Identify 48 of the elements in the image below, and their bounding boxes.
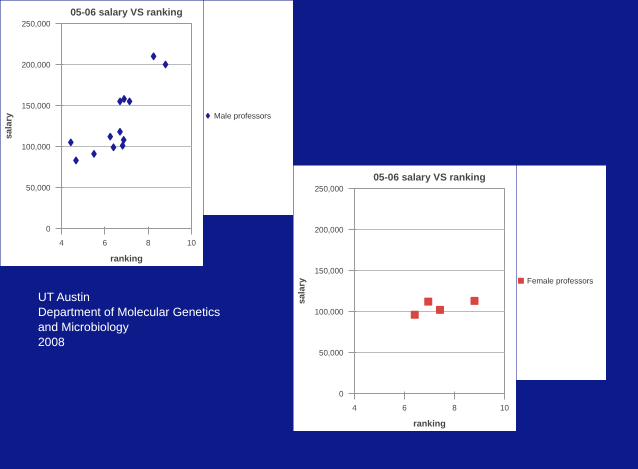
point: [107, 132, 114, 141]
x-tick-label: 8: [452, 404, 458, 412]
x-tick-label: 4: [352, 404, 358, 412]
text: UT Austin: [38, 290, 90, 304]
x-tick-label: 4: [59, 238, 64, 248]
chart-title: 05-06 salary VS ranking: [373, 172, 486, 184]
x-tick-label: 8: [146, 238, 151, 248]
y-tick-label: 0: [46, 224, 52, 234]
y-tick-label: 250,000: [22, 20, 52, 28]
y-tick-label: 0: [339, 390, 344, 398]
y-tick-label: 100,000: [314, 308, 344, 316]
point: [410, 310, 419, 319]
y-axis-title: salary: [4, 112, 14, 140]
point: [150, 52, 156, 60]
y-tick-label: 100,000: [22, 142, 52, 152]
legend-label: Female professors: [527, 276, 594, 286]
point: [117, 97, 123, 106]
legend-label: Male professors: [214, 111, 271, 120]
y-tick-label: 200,000: [314, 226, 344, 234]
point: [68, 138, 74, 146]
x-axis-title: ranking: [110, 254, 143, 264]
point: [470, 296, 478, 305]
point: [162, 60, 168, 68]
point: [436, 306, 444, 314]
point: [121, 94, 127, 103]
point: [120, 142, 126, 150]
chart-title: 05-06 salary VS ranking: [70, 8, 183, 18]
text: 2008: [38, 335, 65, 349]
point: [424, 298, 432, 306]
point: [117, 128, 123, 136]
y-tick-label: 50,000: [319, 348, 344, 358]
x-axis-title: ranking: [413, 418, 446, 428]
y-tick-label: 50,000: [26, 184, 52, 192]
y-axis-title: salary: [296, 278, 307, 304]
x-tick-label: 6: [402, 404, 408, 412]
y-tick-label: 250,000: [314, 184, 344, 194]
point: [126, 97, 132, 106]
x-tick-label: 10: [500, 404, 510, 412]
point: [91, 150, 97, 158]
y-tick-label: 150,000: [314, 266, 344, 276]
x-tick-label: 10: [187, 238, 196, 248]
x-tick-label: 6: [102, 238, 108, 248]
point: [73, 156, 79, 164]
y-tick-label: 150,000: [22, 102, 52, 110]
point: [110, 143, 116, 152]
text: Department of Molecular Genetics and Microbiology: [38, 305, 220, 334]
y-tick-label: 200,000: [22, 60, 52, 70]
point: [120, 136, 127, 144]
